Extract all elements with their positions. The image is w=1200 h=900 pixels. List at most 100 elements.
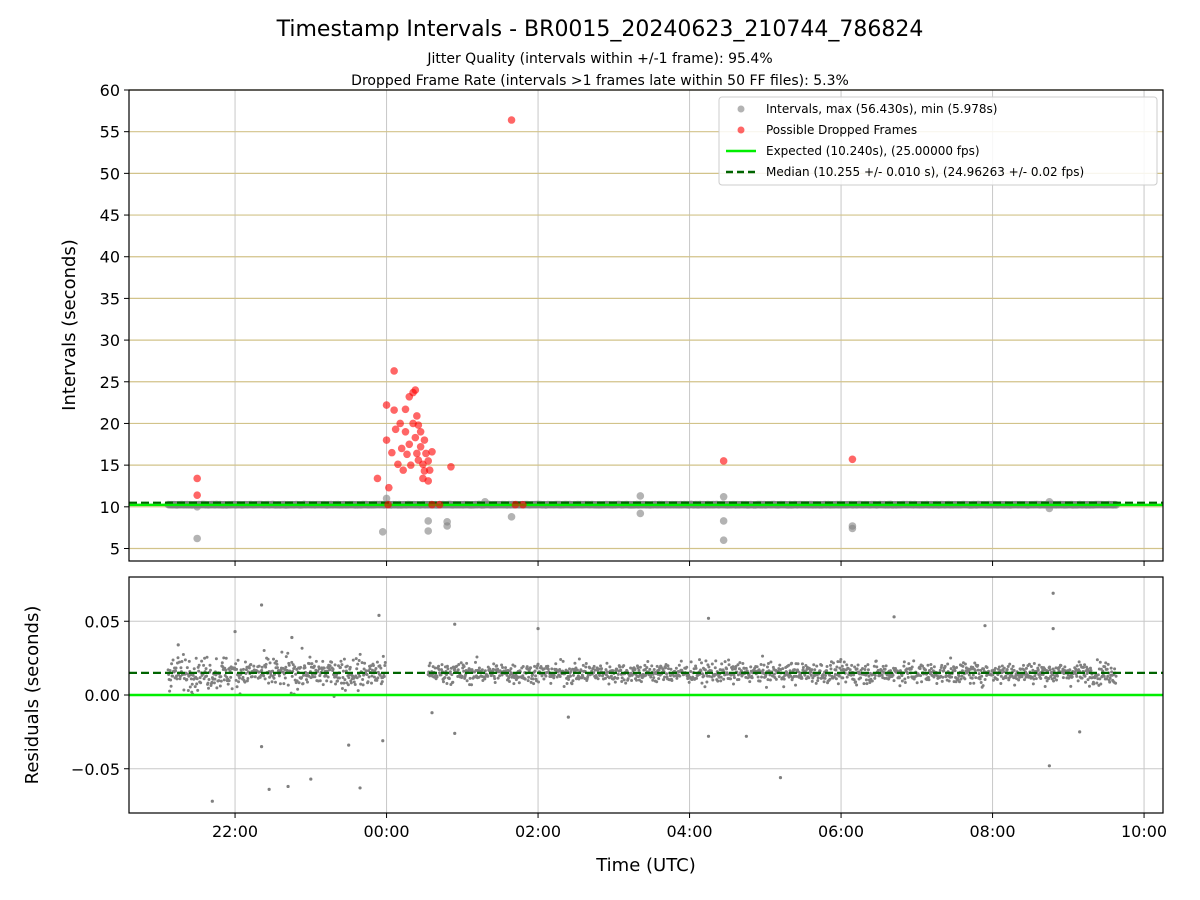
residual-point [856,663,860,667]
residual-point [203,656,207,660]
residual-point [960,674,964,678]
residual-point [677,663,681,667]
residual-point [504,666,508,670]
residual-point [703,685,707,689]
residual-point [616,672,620,676]
residual-point [1049,675,1053,679]
bottom-data-marks [129,591,1163,803]
residual-point [1076,679,1080,683]
residual-point [342,657,346,661]
residual-point [212,681,216,685]
residual-point [940,663,944,667]
residual-point [714,659,718,663]
residual-point [666,667,670,671]
residual-point [860,666,864,670]
residual-point [870,679,874,683]
residual-point [748,680,752,684]
residual-point [959,677,963,681]
residual-point [912,659,916,663]
dropped-frame-point [416,442,425,451]
residual-point [260,668,264,672]
residual-point [355,667,359,671]
dropped-frame-point [406,461,415,469]
residual-point [648,667,652,671]
residual-point [222,656,226,660]
residual-point [643,663,647,667]
residual-point [709,669,713,673]
residual-point [295,679,299,683]
residual-point [835,665,839,669]
residual-point [345,664,349,668]
residual-point [1089,668,1093,672]
residual-point [1098,660,1102,664]
residual-point [1102,674,1106,678]
dropped-frame-point [373,474,382,483]
residual-point [344,669,348,673]
residual-point [453,731,457,735]
residual-point [170,662,174,666]
residual-point [571,679,575,683]
residual-point [778,776,783,780]
residual-point [559,658,563,662]
residual-point [841,676,845,680]
residual-point [526,679,530,683]
residual-point [884,664,888,668]
residual-point [552,673,556,677]
residual-point [655,664,659,668]
residual-point [727,658,731,662]
residual-point [762,663,766,667]
residual-point [361,677,365,681]
residual-point [1000,664,1004,668]
residual-point [273,680,277,684]
residual-point [318,679,322,683]
residual-point [540,674,544,678]
residual-point [1088,666,1092,670]
residual-point [437,668,441,672]
dropped-frame-point [519,500,527,509]
residual-point [363,661,367,665]
residual-point [707,665,711,669]
residual-point [310,662,314,666]
residual-point [259,603,264,607]
residual-point [229,675,233,679]
residual-point [679,659,683,663]
residual-point [991,678,995,682]
residual-point [462,669,466,673]
residual-point [204,667,208,671]
residual-point [970,676,974,680]
residual-point [732,676,736,680]
residual-point [903,677,907,681]
dropped-frame-point [507,116,516,124]
residual-point [303,666,307,670]
residual-point [262,648,266,652]
residual-point [1047,764,1051,768]
residual-point [883,667,887,671]
residual-point [873,674,877,678]
residual-point [972,681,976,685]
residual-point [457,662,461,666]
residual-point [976,663,980,667]
residual-point [194,656,198,660]
residual-point [373,669,377,673]
residual-point [317,667,321,671]
residual-point [480,668,484,672]
residual-point [222,678,226,682]
residual-point [558,667,562,671]
residual-point [788,669,792,673]
top-y-tick-label: 55 [100,123,120,142]
residual-point [723,660,727,664]
residual-point [873,676,877,680]
residual-point [689,660,693,664]
residual-point [512,682,516,686]
residual-point [369,664,373,668]
residual-point [910,665,914,669]
residual-point [433,666,437,670]
residual-point [470,683,474,687]
residual-point [932,675,936,679]
residual-point [822,680,826,684]
residual-point [906,672,910,676]
residual-point [760,675,764,679]
residual-point [375,660,379,664]
residual-point [493,677,497,681]
residual-point [772,672,776,676]
